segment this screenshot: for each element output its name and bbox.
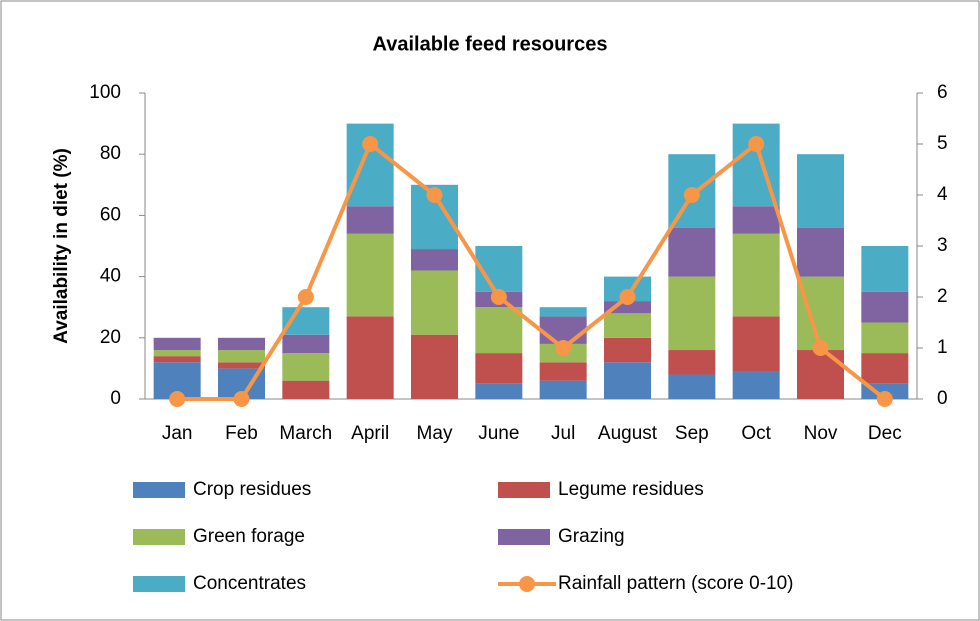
bar-segment xyxy=(218,362,265,369)
bar-segment xyxy=(346,206,394,234)
y-tick-label: 20 xyxy=(100,327,121,348)
y-tick-label: 60 xyxy=(100,204,121,225)
bar-segment xyxy=(411,334,458,399)
bar-segment xyxy=(153,350,201,357)
bar-segment xyxy=(475,383,523,399)
line-marker xyxy=(490,289,507,305)
legend-label: Crop residues xyxy=(193,479,311,500)
line-marker xyxy=(683,187,700,203)
bar-segment xyxy=(797,154,844,228)
y2-tick-label: 0 xyxy=(937,388,948,409)
line-marker xyxy=(297,289,314,305)
line-marker xyxy=(876,391,893,407)
line-marker xyxy=(812,340,829,356)
y2-tick-label: 5 xyxy=(937,133,948,154)
x-tick-label: June xyxy=(478,423,519,444)
x-tick-label: August xyxy=(598,423,658,444)
bar-segment xyxy=(668,227,716,277)
legend-label: Grazing xyxy=(558,526,625,547)
legend-swatch xyxy=(133,529,185,545)
bar-segment xyxy=(346,316,394,399)
bar-segment xyxy=(282,334,330,354)
legend-label: Green forage xyxy=(193,526,305,547)
y2-tick-label: 1 xyxy=(937,337,948,358)
line-marker xyxy=(426,187,443,203)
x-tick-label: Jan xyxy=(162,423,193,444)
line-marker xyxy=(169,391,186,407)
x-tick-label: Oct xyxy=(741,423,771,444)
bar-segment xyxy=(668,374,716,399)
legend-label: Legume residues xyxy=(558,479,704,500)
x-tick-label: April xyxy=(351,423,389,444)
bar-segment xyxy=(861,322,909,354)
bar-segment xyxy=(732,233,780,317)
x-tick-label: Nov xyxy=(804,423,838,444)
bar-segment xyxy=(475,307,523,354)
bar-segment xyxy=(153,337,201,351)
y2-tick-label: 3 xyxy=(937,235,948,256)
x-tick-label: Sep xyxy=(675,423,709,444)
x-tick-label: Jul xyxy=(551,423,575,444)
line xyxy=(177,140,887,401)
y-tick-label: 0 xyxy=(110,388,121,409)
legend-swatch xyxy=(133,576,185,592)
bar-segment xyxy=(797,227,844,277)
bar-segment xyxy=(346,233,394,317)
bar-segment xyxy=(668,350,716,375)
bar-segment xyxy=(604,362,651,399)
bar-segment xyxy=(475,353,523,384)
legend-swatch xyxy=(498,529,550,545)
bar-segment xyxy=(604,337,651,363)
legend-swatch xyxy=(133,482,185,498)
bar-segment xyxy=(797,350,844,399)
bar-segment xyxy=(861,353,909,384)
bar-segment xyxy=(668,276,716,351)
chart-title: Available feed resources xyxy=(373,33,608,55)
bar-segment xyxy=(411,270,458,335)
legend-label: Rainfall pattern (score 0-10) xyxy=(558,573,794,594)
line-marker xyxy=(362,136,379,152)
x-tick-label: March xyxy=(279,423,332,444)
line-marker xyxy=(748,136,765,152)
x-tick-label: May xyxy=(417,423,453,444)
bar-segment xyxy=(411,249,458,271)
line-marker xyxy=(619,289,636,305)
legend-label: Concentrates xyxy=(193,573,306,594)
bar-segment xyxy=(797,276,844,351)
bar-segment xyxy=(282,353,330,381)
bar-segment xyxy=(539,316,587,344)
y2-tick-label: 2 xyxy=(937,286,948,307)
bar-segment xyxy=(861,291,909,323)
y-axis-label: Availability in diet (%) xyxy=(51,148,72,344)
y-tick-label: 100 xyxy=(89,82,121,103)
bar-segment xyxy=(539,380,587,399)
bar-segment xyxy=(861,246,909,292)
line-marker xyxy=(233,391,250,407)
bar-segment xyxy=(346,123,394,207)
legend-marker xyxy=(519,576,535,592)
bar-segment xyxy=(282,380,330,399)
bar-segment xyxy=(153,356,201,363)
line-marker xyxy=(555,340,572,356)
y-tick-label: 40 xyxy=(100,266,121,287)
bar-segment xyxy=(604,313,651,338)
bar-segment xyxy=(732,316,780,372)
y2-tick-label: 4 xyxy=(937,184,948,205)
legend-swatch xyxy=(498,482,550,498)
bar-segment xyxy=(218,350,265,363)
bar-segment xyxy=(539,307,587,317)
y2-tick-label: 6 xyxy=(937,82,948,103)
bar-segment xyxy=(218,337,265,351)
y-tick-label: 80 xyxy=(100,143,121,164)
bar-segment xyxy=(539,362,587,381)
x-tick-label: Dec xyxy=(868,423,902,444)
x-tick-label: Feb xyxy=(225,423,258,444)
bar-segment xyxy=(732,206,780,234)
bar-segment xyxy=(732,371,780,399)
